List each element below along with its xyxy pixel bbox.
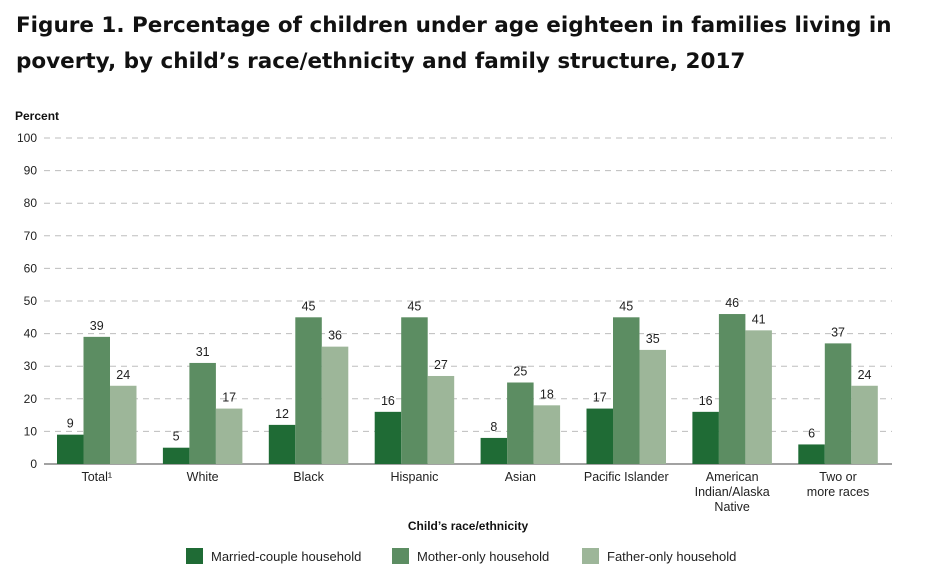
category-label-8-line-1: Two or xyxy=(819,470,857,484)
y-tick-label-80: 80 xyxy=(24,196,38,210)
y-tick-label-30: 30 xyxy=(24,359,38,373)
figure-title: Figure 1. Percentage of children under a… xyxy=(16,13,892,74)
legend: Married-couple household Mother-only hous… xyxy=(186,548,736,564)
data-label-6-series-2: 45 xyxy=(619,299,633,313)
bar-8-series-2 xyxy=(824,343,852,464)
data-label-6-series-3: 35 xyxy=(646,332,660,346)
bar-1-series-3 xyxy=(110,385,137,464)
data-label-1-series-2: 39 xyxy=(90,319,104,333)
data-label-7-series-3: 41 xyxy=(752,312,766,326)
bar-7-series-1 xyxy=(692,411,719,464)
data-label-1-series-1: 9 xyxy=(67,417,74,431)
x-axis-title: Child’s race/ethnicity xyxy=(408,519,529,533)
category-label-2: White xyxy=(187,470,219,484)
legend-swatch-3 xyxy=(582,548,599,564)
data-label-4-series-1: 16 xyxy=(381,394,395,408)
bar-7-series-3 xyxy=(745,330,772,464)
data-label-8-series-2: 37 xyxy=(831,325,845,339)
data-label-5-series-1: 8 xyxy=(490,420,497,434)
bars xyxy=(57,314,878,464)
data-label-7-series-1: 16 xyxy=(699,394,713,408)
category-label-6: Pacific Islander xyxy=(584,470,669,484)
y-axis-title: Percent xyxy=(15,109,59,123)
data-label-3-series-3: 36 xyxy=(328,329,342,343)
bar-6-series-3 xyxy=(639,349,666,464)
category-label-5: Asian xyxy=(505,470,536,484)
category-label-7-line-3: Native xyxy=(714,500,749,514)
y-tick-label-0: 0 xyxy=(30,457,37,471)
bar-5-series-1 xyxy=(480,437,508,464)
data-label-7-series-2: 46 xyxy=(725,296,739,310)
legend-swatch-2 xyxy=(392,548,409,564)
bar-4-series-2 xyxy=(401,317,428,464)
data-label-2-series-2: 31 xyxy=(196,345,210,359)
y-tick-label-20: 20 xyxy=(24,392,38,406)
data-label-5-series-2: 25 xyxy=(513,365,527,379)
category-label-1: Total¹ xyxy=(81,470,112,484)
bar-1-series-2 xyxy=(83,336,110,464)
bar-5-series-3 xyxy=(533,405,561,464)
category-label-7-line-1: American xyxy=(706,470,759,484)
y-axis-ticks: 0 10 20 30 40 50 60 70 80 90 100 xyxy=(17,131,37,471)
bar-3-series-2 xyxy=(295,317,322,464)
y-tick-label-50: 50 xyxy=(24,294,38,308)
category-label-4: Hispanic xyxy=(390,470,438,484)
data-labels: 9 39 24 5 31 17 12 45 36 16 45 27 8 25 18 17 45 35 16 46 41 6… xyxy=(67,296,872,444)
data-label-4-series-2: 45 xyxy=(407,299,421,313)
y-tick-label-100: 100 xyxy=(17,131,37,145)
legend-label-2: Mother-only household xyxy=(417,549,549,564)
data-label-1-series-3: 24 xyxy=(116,368,130,382)
legend-label-1: Married-couple household xyxy=(211,549,361,564)
bar-8-series-1 xyxy=(798,444,825,464)
data-label-2-series-1: 5 xyxy=(173,430,180,444)
y-tick-label-90: 90 xyxy=(24,164,38,178)
bar-5-series-2 xyxy=(507,382,534,464)
data-label-2-series-3: 17 xyxy=(222,391,236,405)
y-tick-label-70: 70 xyxy=(24,229,38,243)
legend-label-3: Father-only household xyxy=(607,549,736,564)
x-axis-categories: Total¹ White Black Hispanic Asian Pacific Isl… xyxy=(81,470,869,514)
bar-3-series-1 xyxy=(268,424,296,464)
data-label-5-series-3: 18 xyxy=(540,387,554,401)
data-label-3-series-2: 45 xyxy=(302,299,316,313)
data-label-6-series-1: 17 xyxy=(593,391,607,405)
category-label-8-line-2: more races xyxy=(807,485,870,499)
category-label-3: Black xyxy=(293,470,324,484)
category-label-7-line-2: Indian/Alaska xyxy=(695,485,770,499)
data-label-4-series-3: 27 xyxy=(434,358,448,372)
bar-4-series-3 xyxy=(427,375,455,464)
data-label-8-series-3: 24 xyxy=(858,368,872,382)
bar-2-series-2 xyxy=(189,362,216,464)
bar-1-series-1 xyxy=(57,434,84,464)
y-tick-label-10: 10 xyxy=(24,424,38,438)
bar-4-series-1 xyxy=(374,411,402,464)
bar-6-series-2 xyxy=(613,317,640,464)
data-label-3-series-1: 12 xyxy=(275,407,289,421)
bar-8-series-3 xyxy=(851,385,878,464)
bar-3-series-3 xyxy=(321,346,349,464)
y-tick-label-40: 40 xyxy=(24,327,38,341)
bar-2-series-1 xyxy=(162,447,190,464)
legend-swatch-1 xyxy=(186,548,203,564)
bar-2-series-3 xyxy=(215,408,243,464)
bar-7-series-2 xyxy=(718,314,746,464)
y-tick-label-60: 60 xyxy=(24,261,38,275)
bar-6-series-1 xyxy=(586,408,613,464)
data-label-8-series-1: 6 xyxy=(808,426,815,440)
